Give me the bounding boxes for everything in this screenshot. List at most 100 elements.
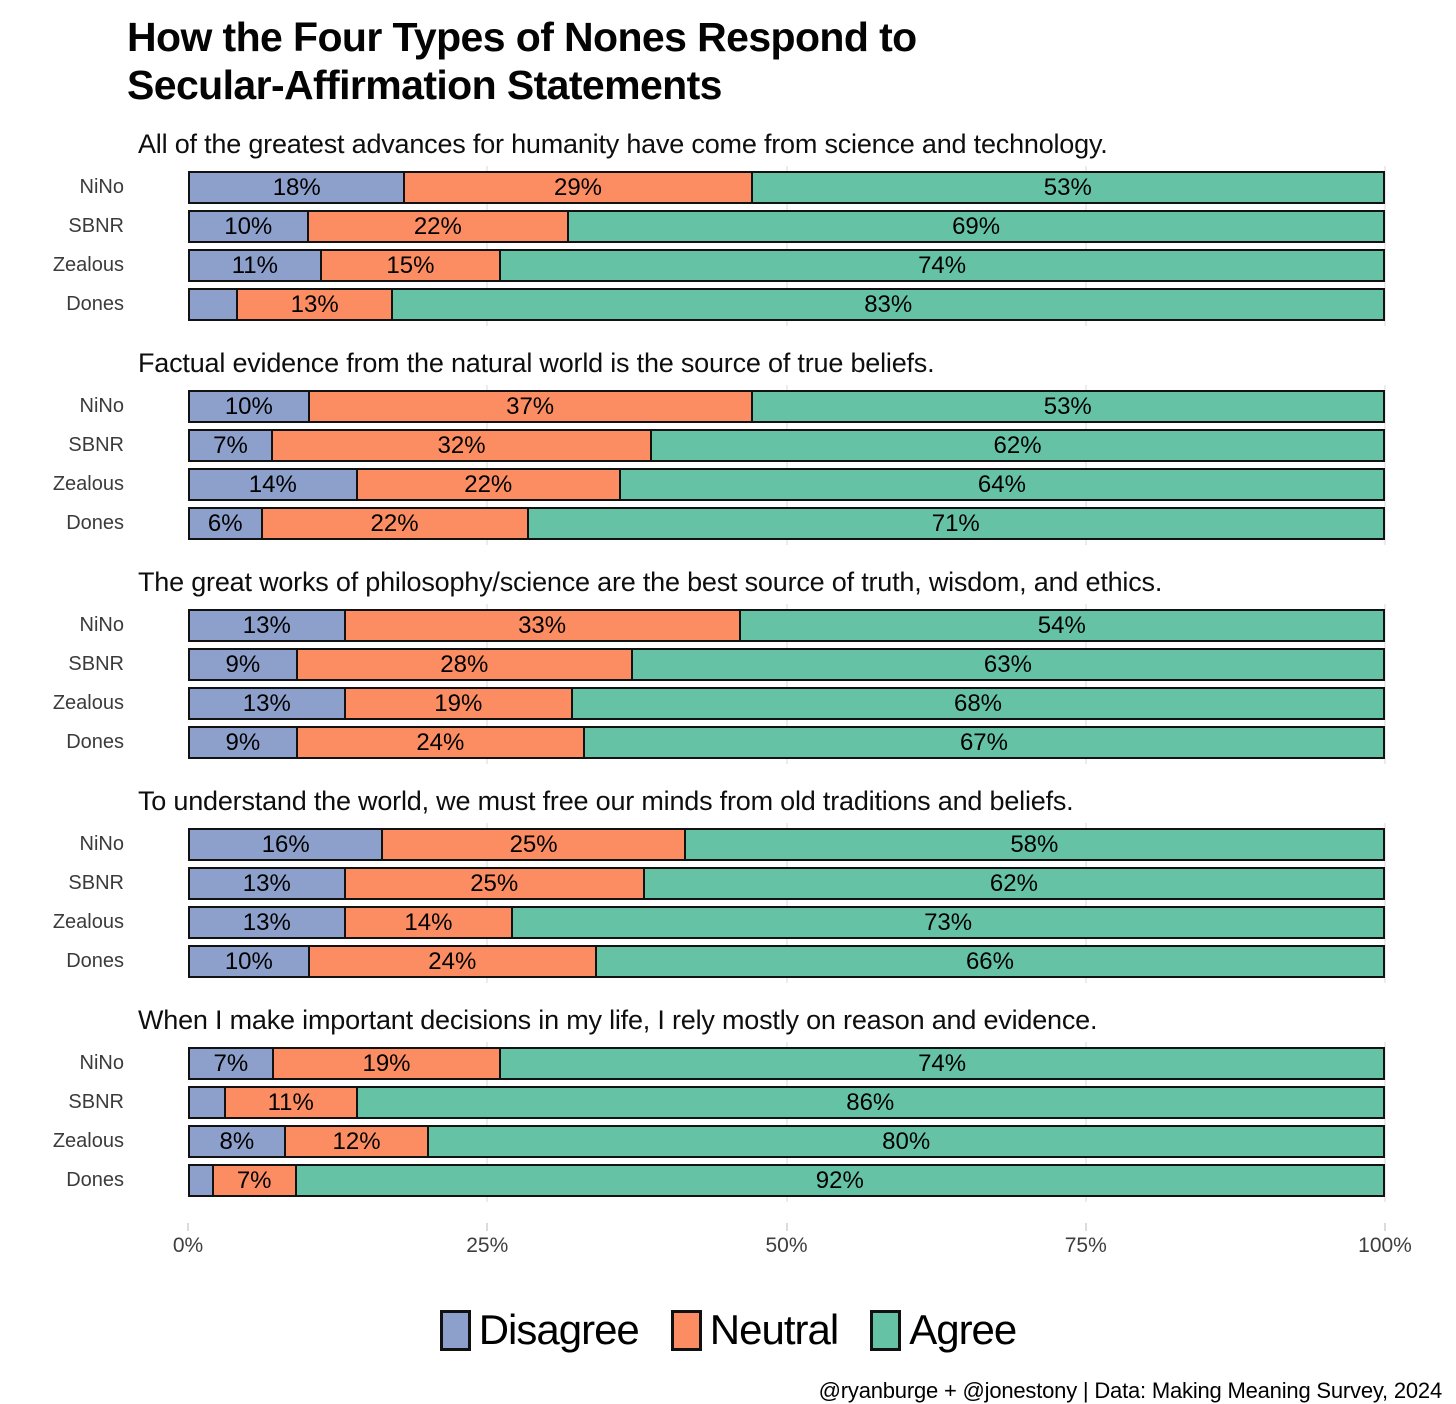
bar-segment-agree: 92% <box>294 1164 1385 1198</box>
chart-title-line1: How the Four Types of Nones Respond to <box>127 14 917 60</box>
axis-tickmark <box>187 1223 189 1232</box>
bar-segment-agree: 86% <box>355 1086 1385 1120</box>
chart-title: How the Four Types of Nones Respond to Se… <box>127 14 1416 109</box>
bar-segment-disagree <box>188 1164 212 1198</box>
bar-row: NiNo 18% 29% 53% <box>80 171 1385 205</box>
panel-statement: Factual evidence from the natural world … <box>138 348 935 379</box>
bar-segment-disagree: 6% <box>188 507 261 541</box>
bar-segment-disagree: 8% <box>188 1125 284 1159</box>
bar-segment-neutral: 37% <box>307 390 751 424</box>
panel: All of the greatest advances for humanit… <box>53 129 1456 327</box>
bar-row: Zealous 13% 19% 68% <box>53 687 1385 721</box>
category-label: SBNR <box>68 1091 124 1114</box>
bar-row: Zealous 8% 12% 80% <box>53 1125 1385 1159</box>
panel: To understand the world, we must free ou… <box>53 786 1456 984</box>
bar-segment-agree: 74% <box>499 249 1385 283</box>
bar-segment-neutral: 22% <box>306 210 568 244</box>
gridline <box>785 823 788 984</box>
panel: Factual evidence from the natural world … <box>53 348 1456 546</box>
bar-row: Zealous 13% 14% 73% <box>53 906 1385 940</box>
category-label: Dones <box>66 731 124 754</box>
legend-item-disagree: Disagree <box>439 1306 640 1354</box>
bar-segment-neutral: 22% <box>260 507 527 541</box>
panels-container: All of the greatest advances for humanit… <box>0 129 1456 1203</box>
legend-swatch-icon <box>870 1309 902 1351</box>
gridline <box>1084 166 1087 327</box>
bar-segment-neutral: 13% <box>235 288 392 322</box>
bar-segment-disagree: 10% <box>188 945 308 979</box>
panel-bars: NiNo 7% 19% 74% SBNR 11% 86% Zealous 8% 12% 80% Don… <box>53 1042 1386 1203</box>
bar-row: SBNR 9% 28% 63% <box>68 648 1385 682</box>
bar-segment-agree: 62% <box>650 429 1385 463</box>
bar-segment-neutral: 12% <box>283 1125 428 1159</box>
panel-statement: When I make important decisions in my li… <box>138 1005 1098 1036</box>
gridline <box>1384 385 1386 546</box>
bar-row: Zealous 14% 22% 64% <box>53 468 1385 502</box>
gridline <box>785 166 788 327</box>
category-label: NiNo <box>79 176 124 199</box>
category-label: Zealous <box>52 254 124 277</box>
gridline <box>1384 823 1386 984</box>
panel-statement: To understand the world, we must free ou… <box>138 786 1074 817</box>
gridline <box>1384 1042 1386 1203</box>
category-label: NiNo <box>79 1052 124 1075</box>
gridline <box>486 166 489 327</box>
bar-segment-disagree: 7% <box>188 1047 272 1081</box>
category-label: SBNR <box>68 653 124 676</box>
bar-segment-disagree: 11% <box>188 249 320 283</box>
bar-segment-agree: 71% <box>526 507 1385 541</box>
bar-segment-agree: 54% <box>738 609 1385 643</box>
bar-segment-neutral: 29% <box>403 171 751 205</box>
bar-segment-agree: 73% <box>511 906 1385 940</box>
bar-segment-neutral: 25% <box>381 828 684 862</box>
bar-segment-neutral: 15% <box>319 249 500 283</box>
legend: Disagree Neutral Agree <box>0 1306 1456 1354</box>
bar-row: NiNo 7% 19% 74% <box>80 1047 1385 1081</box>
legend-item-agree: Agree <box>870 1306 1017 1354</box>
bar-segment-disagree: 9% <box>188 648 296 682</box>
bar-segment-neutral: 24% <box>307 945 595 979</box>
gridline <box>486 823 489 984</box>
category-label: Dones <box>66 512 124 535</box>
bar-segment-neutral: 24% <box>295 726 583 760</box>
bar-segment-disagree: 13% <box>188 867 344 901</box>
bar-row: SBNR 13% 25% 62% <box>68 867 1385 901</box>
category-label: Dones <box>66 293 124 316</box>
chart-title-line2: Secular-Affirmation Statements <box>127 61 722 108</box>
bar-segment-disagree <box>188 1086 224 1120</box>
gridline <box>785 1042 788 1203</box>
gridline <box>1384 604 1386 765</box>
gridline <box>785 604 788 765</box>
category-label: SBNR <box>68 215 124 238</box>
bar-segment-neutral: 14% <box>343 906 512 940</box>
bar-segment-neutral: 22% <box>355 468 619 502</box>
category-label: Zealous <box>52 473 124 496</box>
axis-tickmark <box>785 1223 788 1232</box>
bar-segment-neutral: 32% <box>270 429 651 463</box>
bar-segment-agree: 80% <box>427 1125 1385 1159</box>
bar-segment-neutral: 25% <box>343 867 643 901</box>
axis-tick-label: 50% <box>765 1234 808 1258</box>
bar-row: NiNo 16% 25% 58% <box>80 828 1385 862</box>
bar-segment-neutral: 28% <box>295 648 631 682</box>
bar-segment-agree: 64% <box>618 468 1385 502</box>
panel: When I make important decisions in my li… <box>53 1005 1456 1203</box>
axis-tickmark <box>486 1223 489 1232</box>
category-label: Dones <box>66 1169 124 1192</box>
category-label: Dones <box>66 950 124 973</box>
bar-row: SBNR 11% 86% <box>68 1086 1385 1120</box>
bar-segment-neutral: 11% <box>223 1086 356 1120</box>
category-label: NiNo <box>79 614 124 637</box>
axis-tickmark <box>1084 1223 1087 1232</box>
bar-segment-neutral: 19% <box>343 687 572 721</box>
category-label: Zealous <box>52 1130 124 1153</box>
panel-bars: NiNo 16% 25% 58% SBNR 13% 25% 62% Zealous 13% 14% 7… <box>53 823 1386 984</box>
bar-segment-agree: 53% <box>750 390 1385 424</box>
axis-tick-label: 75% <box>1064 1234 1107 1258</box>
category-label: NiNo <box>79 395 124 418</box>
bar-segment-disagree: 16% <box>188 828 382 862</box>
category-label: NiNo <box>79 833 124 856</box>
axis-tick-label: 100% <box>1358 1234 1412 1258</box>
bar-row: SBNR 10% 22% 69% <box>68 210 1385 244</box>
legend-label: Agree <box>909 1306 1017 1354</box>
